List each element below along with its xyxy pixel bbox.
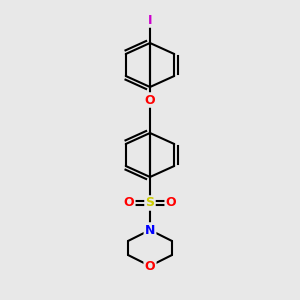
Text: I: I (148, 14, 152, 26)
Text: O: O (145, 94, 155, 106)
Text: O: O (145, 260, 155, 272)
Text: N: N (145, 224, 155, 236)
Text: S: S (146, 196, 154, 209)
Text: O: O (124, 196, 134, 209)
Text: O: O (166, 196, 176, 209)
